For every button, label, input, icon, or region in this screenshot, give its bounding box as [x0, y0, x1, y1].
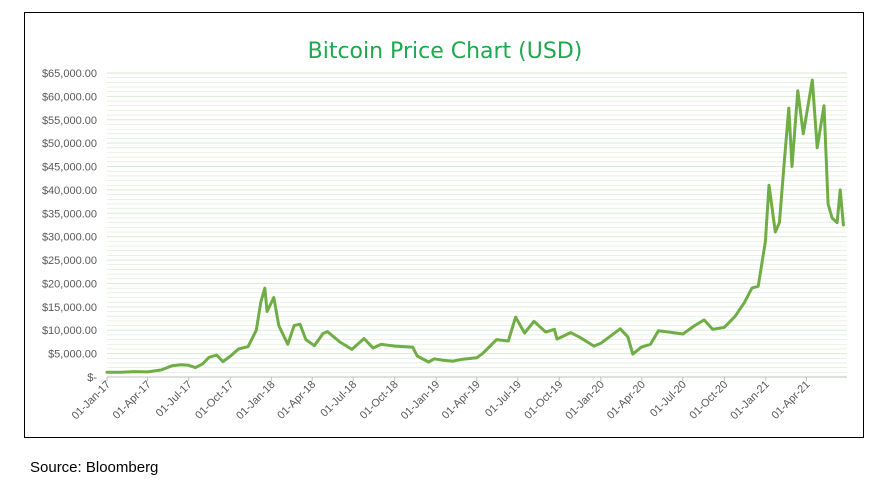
chart-frame: $65,000.00 $60,000.00 $55,000.00 $50,000.00…	[24, 12, 864, 438]
x-tick-label: 01-Oct-20	[687, 379, 730, 422]
x-tick-label: 01-Apr-18	[275, 379, 318, 422]
x-tick-label: 01-Jul-18	[318, 379, 359, 420]
x-tick-label: 01-Apr-19	[440, 379, 483, 422]
bitcoin-price-chart: $65,000.00 $60,000.00 $55,000.00 $50,000.00…	[42, 68, 847, 422]
y-tick-label: $15,000.00	[42, 302, 97, 314]
y-tick-label: $35,000.00	[42, 208, 97, 220]
y-tick-label: $40,000.00	[42, 185, 97, 197]
y-tick-label: $45,000.00	[42, 162, 97, 174]
y-axis-ticks: $65,000.00 $60,000.00 $55,000.00 $50,000.00…	[42, 68, 97, 384]
y-tick-label: $-	[87, 372, 97, 384]
x-tick-label: 01-Jul-20	[648, 379, 689, 420]
y-tick-label: $5,000.00	[48, 349, 97, 361]
x-tick-label: 01-Oct-18	[358, 379, 401, 422]
y-tick-label: $50,000.00	[42, 138, 97, 150]
x-tick-label: 01-Apr-20	[605, 379, 648, 422]
source-note: Source: Bloomberg	[30, 459, 159, 476]
x-tick-label: 01-Oct-19	[522, 379, 565, 422]
series-line-bitcoin-price	[105, 78, 845, 374]
x-tick-label: 01-Jul-19	[483, 379, 524, 420]
x-tick-label: 01-Jan-21	[728, 379, 772, 423]
gridlines	[107, 72, 847, 373]
x-tick-label: 01-Jan-20	[563, 379, 607, 423]
chart-title: Bitcoin Price Chart (USD)	[307, 39, 583, 64]
x-tick-label: 01-Jan-19	[399, 379, 443, 423]
x-tick-label: 01-Oct-17	[193, 379, 236, 422]
y-tick-label: $10,000.00	[42, 325, 97, 337]
x-tick-label: 01-Apr-21	[769, 379, 812, 422]
x-tick-label: 01-Jan-18	[234, 379, 278, 423]
y-tick-label: $30,000.00	[42, 232, 97, 244]
y-tick-label: $60,000.00	[42, 91, 97, 103]
y-tick-label: $25,000.00	[42, 255, 97, 267]
y-tick-label: $65,000.00	[42, 68, 97, 80]
x-tick-label: 01-Jul-17	[154, 379, 195, 420]
y-tick-label: $20,000.00	[42, 278, 97, 290]
x-tick-label: 01-Apr-17	[111, 379, 154, 422]
x-tick-label: 01-Jan-17	[70, 379, 114, 423]
y-tick-label: $55,000.00	[42, 115, 97, 127]
